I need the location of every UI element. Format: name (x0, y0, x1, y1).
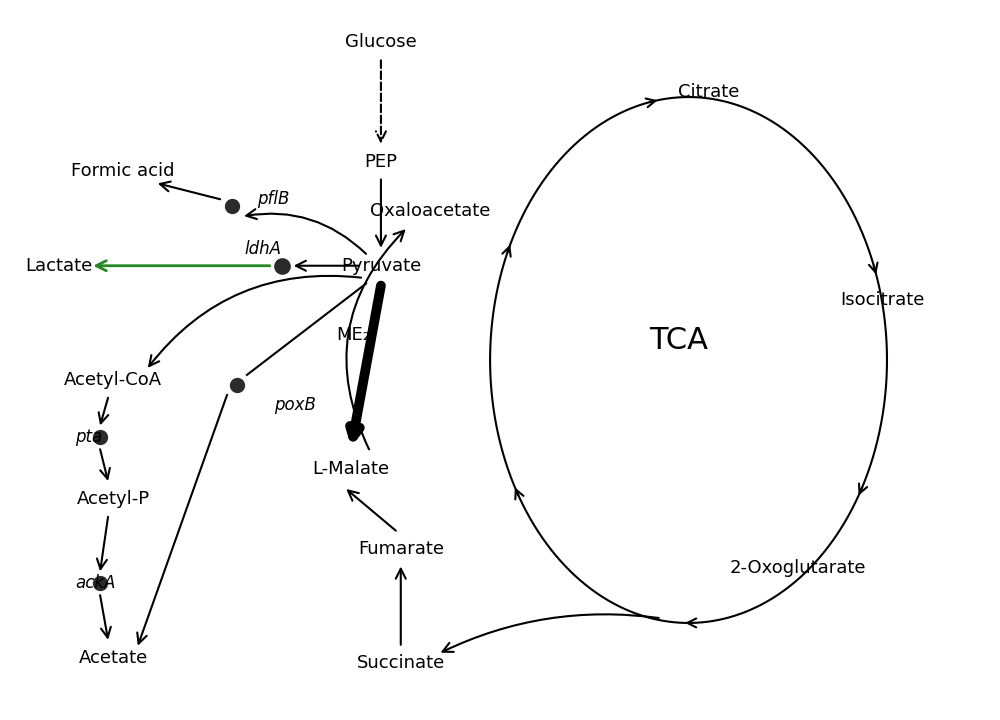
Text: Fumarate: Fumarate (358, 539, 444, 557)
Text: Succinate: Succinate (357, 654, 445, 672)
Text: Lactate: Lactate (25, 257, 92, 275)
Text: Acetyl-P: Acetyl-P (76, 490, 150, 508)
Text: Isocitrate: Isocitrate (840, 292, 924, 310)
Text: TCA: TCA (649, 325, 708, 355)
Text: pflB: pflB (257, 190, 289, 208)
Text: pta: pta (75, 428, 103, 446)
Text: Pyruvate: Pyruvate (341, 257, 421, 275)
Text: ME₂: ME₂ (336, 326, 370, 344)
Text: Acetate: Acetate (78, 649, 148, 667)
Text: ldhA: ldhA (244, 240, 281, 258)
Text: Glucose: Glucose (345, 33, 417, 51)
Text: Formic acid: Formic acid (71, 163, 175, 181)
Text: Citrate: Citrate (678, 83, 739, 101)
Text: 2-Oxoglutarate: 2-Oxoglutarate (729, 559, 866, 577)
Text: Oxaloacetate: Oxaloacetate (370, 202, 491, 220)
Text: Acetyl-CoA: Acetyl-CoA (64, 371, 162, 389)
Text: L-Malate: L-Malate (313, 460, 390, 478)
Text: ackA: ackA (75, 575, 116, 593)
Text: PEP: PEP (364, 153, 397, 171)
Text: poxB: poxB (274, 396, 316, 414)
